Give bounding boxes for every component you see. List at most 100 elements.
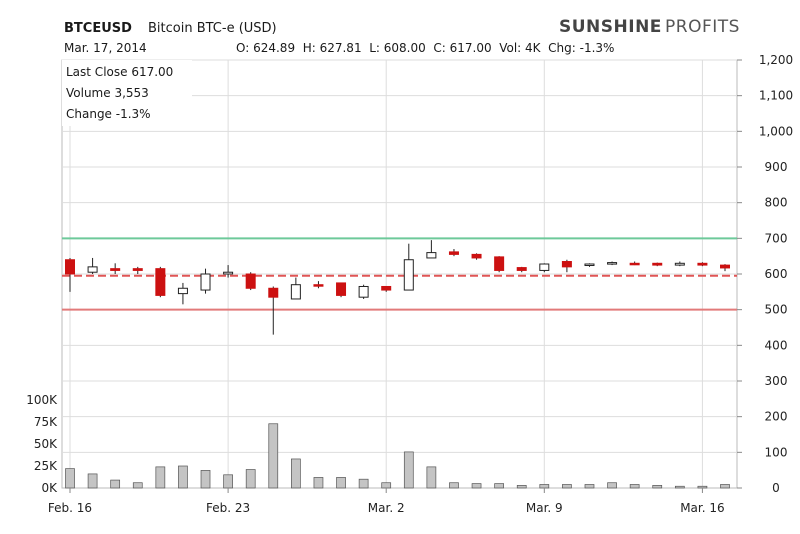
date-tick-label: Mar. 9 <box>526 501 563 515</box>
date-axis: Feb. 16 Feb. 23 Mar. 2 Mar. 9 Mar. 16 <box>48 488 725 515</box>
volume-bar <box>155 466 166 489</box>
price-tick-label: 500 <box>765 303 788 317</box>
ohlc-readout: O: 624.89 H: 627.81 L: 608.00 C: 617.00 … <box>236 41 614 55</box>
change-label: Change -1.3% <box>66 107 151 121</box>
candle-up <box>539 263 550 271</box>
symbol-description: Bitcoin BTC-e (USD) <box>148 21 277 36</box>
candlesticks <box>65 240 730 335</box>
price-tick-label: 100 <box>765 445 788 459</box>
candle-up <box>584 263 595 267</box>
volume-bar <box>674 485 685 489</box>
price-tick-label: 300 <box>765 374 788 388</box>
candle-up <box>426 252 437 259</box>
volume-bar <box>494 483 504 489</box>
volume-bar <box>584 484 595 489</box>
volume-bar <box>178 465 188 489</box>
volume-tick-label: 25K <box>34 459 58 473</box>
volume-bar <box>516 485 527 489</box>
candle-down <box>448 251 459 255</box>
price-tick-label: 700 <box>765 231 788 245</box>
reference-lines <box>62 237 737 311</box>
date-tick-label: Feb. 16 <box>48 501 92 515</box>
date-tick-label: Mar. 16 <box>680 501 724 515</box>
candle-down <box>494 256 505 271</box>
price-tick-label: 400 <box>765 338 788 352</box>
candle-up <box>674 262 685 266</box>
volume-bar <box>336 477 346 489</box>
volume-bar <box>697 485 708 489</box>
volume-bars <box>65 423 730 489</box>
candle-up <box>290 284 301 300</box>
candle-down <box>110 268 121 271</box>
volume-bar <box>110 479 121 489</box>
candle-down <box>155 268 166 296</box>
volume-bar <box>720 484 730 489</box>
price-tick-label: 200 <box>765 410 788 424</box>
volume-label: Volume 3,553 <box>66 86 149 100</box>
price-tick-label: 800 <box>765 196 788 210</box>
price-tick-label: 600 <box>765 267 788 281</box>
candle-down <box>720 264 730 269</box>
symbol-label: BTCEUSD <box>64 21 132 36</box>
volume-bar <box>245 469 256 489</box>
volume-bar <box>426 466 437 489</box>
candle-up <box>607 262 618 265</box>
volume-bar <box>381 482 392 489</box>
volume-bar <box>449 482 459 489</box>
volume-tick-label: 0K <box>41 481 58 495</box>
volume-axis: 0K 25K 50K 75K 100K <box>26 393 58 495</box>
volume-bar <box>200 470 211 489</box>
volume-bar <box>539 484 550 489</box>
date-tick-label: Mar. 2 <box>368 501 405 515</box>
candle-down <box>697 262 708 266</box>
volume-bar <box>132 482 143 489</box>
volume-bar <box>87 473 98 489</box>
last-close-label: Last Close 617.00 <box>66 65 173 79</box>
date-label: Mar. 17, 2014 <box>64 41 147 55</box>
candle-up <box>177 287 188 295</box>
volume-bar <box>268 423 279 489</box>
date-tick-label: Feb. 23 <box>206 501 250 515</box>
volume-bar <box>607 482 617 489</box>
candle-down <box>652 262 663 266</box>
candle-down <box>381 285 392 291</box>
price-axis: 0 100 200 300 400 500 600 700 800 900 1,000 1,100 1,… <box>737 53 793 495</box>
volume-bar <box>65 468 75 489</box>
price-tick-label: 1,200 <box>759 53 793 67</box>
candle-down <box>65 259 75 275</box>
volume-bar <box>291 458 301 489</box>
volume-bar <box>562 484 572 489</box>
candle-up <box>200 273 211 291</box>
brand-name-bold: SUNSHINE <box>559 17 662 37</box>
candle-up <box>87 266 98 273</box>
candle-up <box>403 259 414 291</box>
price-tick-label: 1,000 <box>759 124 793 138</box>
volume-tick-label: 75K <box>34 415 58 429</box>
candle-down <box>561 261 572 268</box>
volume-bar <box>652 485 663 489</box>
volume-bar <box>629 484 640 489</box>
volume-bar <box>403 451 414 489</box>
candle-up <box>358 285 369 298</box>
candle-down <box>313 284 324 287</box>
volume-bar <box>471 483 482 489</box>
candle-down <box>132 268 143 271</box>
candle-down <box>268 287 279 298</box>
volume-bar <box>223 474 233 489</box>
info-box <box>62 60 192 126</box>
volume-tick-label: 50K <box>34 437 58 451</box>
candle-down <box>245 273 256 289</box>
candle-down <box>516 267 527 271</box>
candle-down <box>336 282 347 296</box>
price-tick-label: 0 <box>772 481 780 495</box>
price-tick-label: 900 <box>765 160 788 174</box>
volume-bar <box>313 477 324 489</box>
candle-down <box>629 262 640 266</box>
volume-tick-label: 100K <box>26 393 58 407</box>
price-tick-label: 1,100 <box>759 89 793 103</box>
candle-up <box>223 271 234 275</box>
volume-bar <box>358 478 369 489</box>
brand-name-light: PROFITS <box>665 17 740 37</box>
candle-down <box>471 253 482 259</box>
